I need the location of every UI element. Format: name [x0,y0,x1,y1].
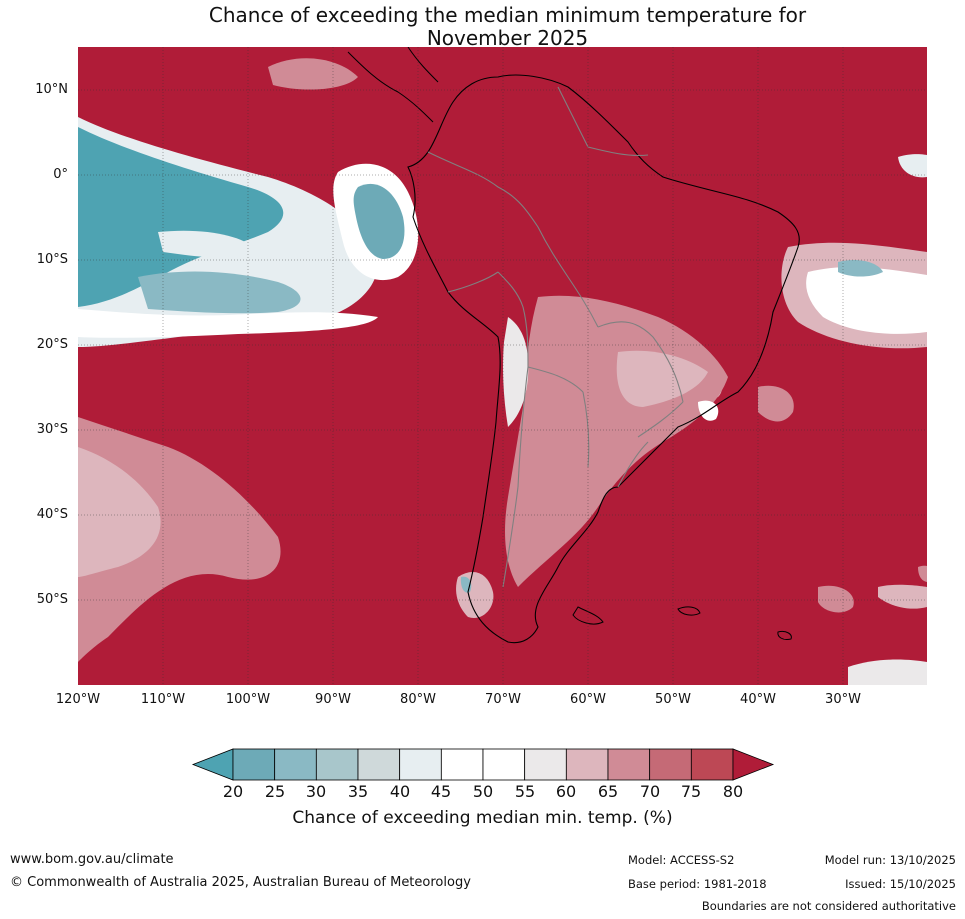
colorbar-cell [440,748,484,781]
lon-label: 100°W [225,692,271,707]
copyright-text: © Commonwealth of Australia 2025, Austra… [10,875,471,890]
colorbar-tick: 45 [430,782,452,801]
lon-label: 30°W [825,692,861,707]
colorbar-tick: 75 [680,782,702,801]
colorbar-cell [607,748,651,781]
colorbar-tick: 40 [389,782,411,801]
lat-label: 10°S [36,252,68,267]
lat-label: 40°S [36,507,68,522]
colorbar-tick: 35 [347,782,369,801]
base-period-text: Base period: 1981-2018 [628,877,767,891]
colorbar-cell [482,748,526,781]
colorbar-tick: 50 [472,782,494,801]
colorbar-tick: 25 [264,782,286,801]
lon-label: 50°W [655,692,691,707]
colorbar-cell [690,748,734,781]
lat-label: 50°S [36,592,68,607]
colorbar-tick: 70 [639,782,661,801]
lat-label: 30°S [36,422,68,437]
probability-map [78,47,927,685]
map-background-high-probability [78,47,927,685]
country-borders [427,86,684,588]
title-line-1: Chance of exceeding the median minimum t… [208,3,807,27]
model-run-text: Model run: 13/10/2025 [824,853,956,867]
colorbar-cell [565,748,609,781]
lat-label: 20°S [36,337,68,352]
pacific-cool-region [78,127,284,307]
colorbar-cell [524,748,567,781]
website-text: www.bom.gov.au/climate [10,852,174,867]
lat-label: 10°N [35,82,68,97]
title-line-2: November 2025 [426,26,589,50]
colorbar-cell [357,748,401,781]
colorbar-cell [649,748,692,781]
colorbar-tick: 65 [597,782,619,801]
colorbar-cell [315,748,359,781]
colorbar-extend-high [732,748,775,781]
lat-label: 0° [53,167,68,182]
colorbar-tick: 55 [514,782,536,801]
colorbar-tick: 80 [722,782,744,801]
disclaimer-text: Boundaries are not considered authoritat… [701,899,956,913]
colorbar-tick: 30 [305,782,327,801]
lon-label: 110°W [140,692,186,707]
model-text: Model: ACCESS-S2 [628,853,735,867]
lon-label: 70°W [485,692,521,707]
colorbar-cell [232,748,276,781]
map-title: Chance of exceeding the median minimum t… [0,4,965,50]
lon-label: 60°W [570,692,606,707]
lon-label: 80°W [400,692,436,707]
colorbar-cell [399,748,442,781]
colorbar-cell [274,748,317,781]
equatorial-cool-patch [353,183,405,259]
colorbar-label: Chance of exceeding median min. temp. (%… [292,808,673,828]
lon-label: 120°W [55,692,101,707]
colorbar-tick: 20 [222,782,244,801]
colorbar-tick: 60 [555,782,577,801]
lon-label: 90°W [315,692,351,707]
graticule [78,47,927,685]
colorbar-extend-low [191,748,234,781]
south-america-coastline [407,74,800,644]
lon-label: 40°W [740,692,776,707]
issued-text: Issued: 15/10/2025 [845,877,956,891]
